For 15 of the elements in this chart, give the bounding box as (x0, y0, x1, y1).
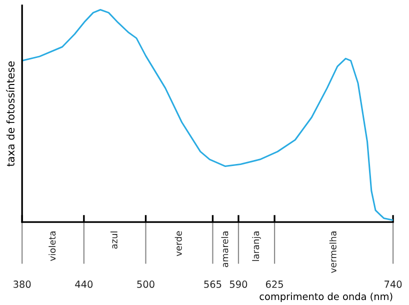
x-tick-label: 565 (204, 280, 222, 288)
text: verde (174, 231, 182, 256)
text: vermelha (329, 232, 336, 273)
y-axis-title: taxa de fotossíntese (6, 61, 15, 166)
x-tick-label: 625 (266, 280, 283, 288)
x-tick-label: 440 (75, 280, 93, 288)
x-tick-label: 740 (384, 280, 402, 288)
x-tick-label: 590 (230, 280, 248, 288)
x-tick-label: 500 (137, 280, 154, 288)
text: violeta (48, 232, 56, 261)
x-axis-title: comprimento de onda (nm) (260, 292, 392, 302)
x-tick-label: 380 (14, 280, 31, 288)
text: laranja (252, 232, 261, 261)
text: azul (110, 232, 118, 249)
text: amarela (221, 232, 228, 268)
